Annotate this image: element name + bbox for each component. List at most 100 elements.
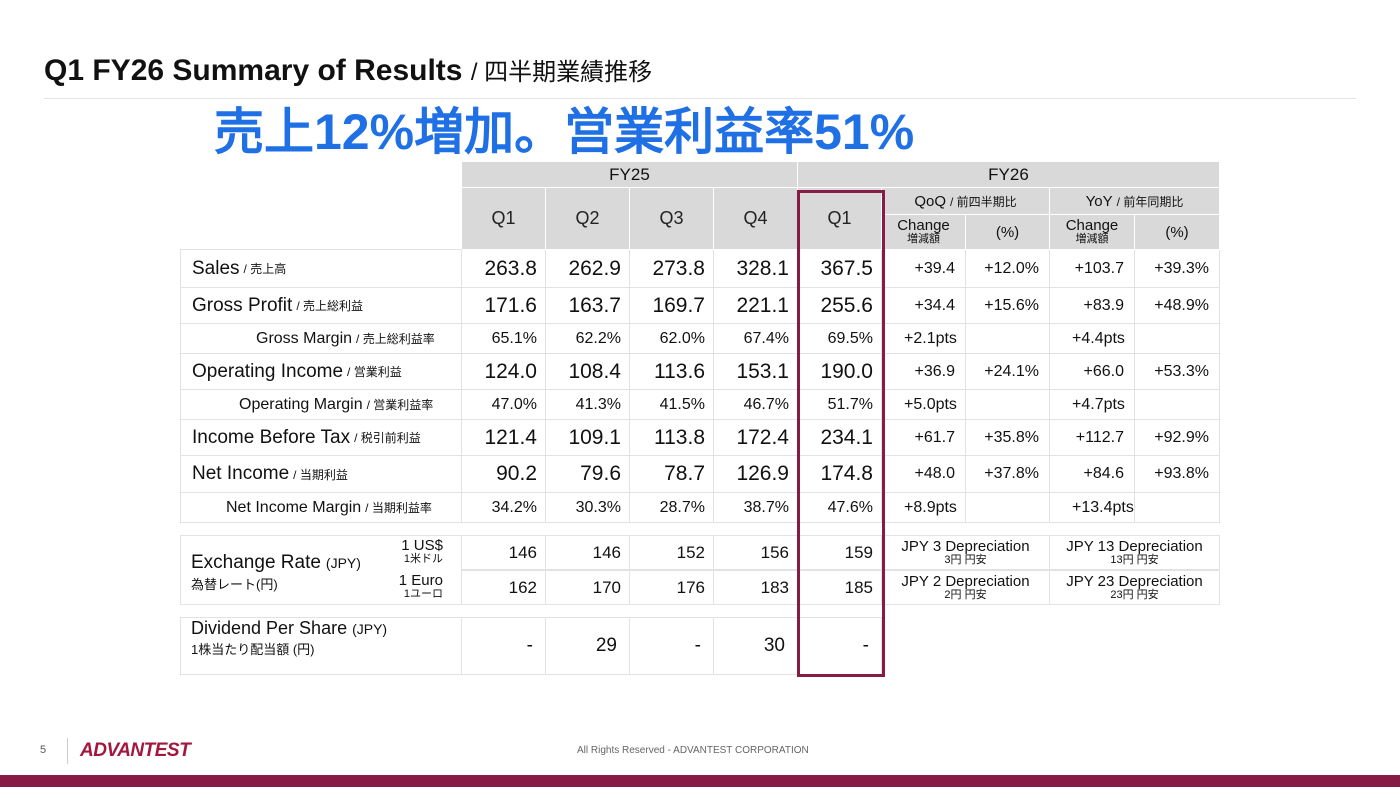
comparison-cell: +83.9 bbox=[1050, 288, 1135, 324]
depreciation: JPY 23 Depreciation bbox=[1066, 572, 1203, 590]
comparison-cell bbox=[1135, 324, 1220, 354]
change-header: Change 増減額 bbox=[882, 215, 966, 250]
comparison-cell: +39.3% bbox=[1135, 250, 1220, 288]
logo: ADVANTEST bbox=[80, 740, 191, 761]
depreciation-cell: JPY 13 Depreciation 13円 円安 bbox=[1050, 535, 1220, 570]
comparison-cell: +35.8% bbox=[966, 420, 1050, 456]
depreciation-cell: JPY 23 Depreciation 23円 円安 bbox=[1050, 570, 1220, 605]
value-cell: 62.2% bbox=[546, 324, 630, 354]
comparison-cell: +24.1% bbox=[966, 354, 1050, 390]
row-label-en: Net Income Margin bbox=[226, 498, 362, 516]
row-label: Gross Profit / 売上総利益 bbox=[180, 288, 462, 324]
rate-cell: 146 bbox=[462, 535, 546, 570]
comparison-cell: +93.8% bbox=[1135, 456, 1220, 493]
value-cell: 328.1 bbox=[714, 250, 798, 288]
value-cell: 46.7% bbox=[714, 390, 798, 420]
value-cell: 47.0% bbox=[462, 390, 546, 420]
comparison-header: QoQ / 前四半期比 bbox=[882, 188, 1050, 215]
value-cell: 90.2 bbox=[462, 456, 546, 493]
comparison-cell: +8.9pts bbox=[882, 493, 966, 523]
group-header: FY26 bbox=[798, 162, 1220, 188]
comparison-cell: +34.4 bbox=[882, 288, 966, 324]
comparison-cell: +2.1pts bbox=[882, 324, 966, 354]
dividend-label-en: Dividend Per Share bbox=[191, 618, 348, 638]
comparison-cell: +15.6% bbox=[966, 288, 1050, 324]
dividend-unit: (JPY) bbox=[352, 621, 388, 637]
row-label-en: Operating Margin bbox=[239, 395, 363, 413]
row-label-ja: / 税引前利益 bbox=[354, 431, 421, 445]
value-cell: 263.8 bbox=[462, 250, 546, 288]
value-cell: 124.0 bbox=[462, 354, 546, 390]
value-cell: 30.3% bbox=[546, 493, 630, 523]
value-cell: 41.3% bbox=[546, 390, 630, 420]
copyright: All Rights Reserved - ADVANTEST CORPORAT… bbox=[577, 745, 809, 756]
quarter-header: Q2 bbox=[546, 188, 630, 250]
q1-highlight bbox=[797, 190, 885, 677]
title-rule bbox=[44, 98, 1356, 99]
value-cell: 38.7% bbox=[714, 493, 798, 523]
value-cell: 273.8 bbox=[630, 250, 714, 288]
dividend-cell: 29 bbox=[546, 617, 630, 675]
value-cell: 78.7 bbox=[630, 456, 714, 493]
comparison-cell: +37.8% bbox=[966, 456, 1050, 493]
rate-cell: 170 bbox=[546, 570, 630, 605]
quarter-header: Q3 bbox=[630, 188, 714, 250]
comparison-cell: +84.6 bbox=[1050, 456, 1135, 493]
value-cell: 221.1 bbox=[714, 288, 798, 324]
footer-divider bbox=[67, 738, 68, 764]
value-cell: 62.0% bbox=[630, 324, 714, 354]
row-label: Gross Margin / 売上総利益率 bbox=[180, 324, 462, 354]
comparison-cell: +92.9% bbox=[1135, 420, 1220, 456]
comparison-cell: +66.0 bbox=[1050, 354, 1135, 390]
row-label-ja: / 売上総利益率 bbox=[356, 332, 435, 346]
comparison-label-ja: / 前四半期比 bbox=[950, 194, 1017, 209]
comparison-cell: +36.9 bbox=[882, 354, 966, 390]
row-label-ja: / 営業利益 bbox=[347, 365, 402, 379]
comparison-cell bbox=[966, 390, 1050, 420]
dividend-cell: 30 bbox=[714, 617, 798, 675]
comparison-cell bbox=[966, 493, 1050, 523]
label-header bbox=[180, 188, 462, 250]
row-label: Income Before Tax / 税引前利益 bbox=[180, 420, 462, 456]
value-cell: 126.9 bbox=[714, 456, 798, 493]
dividend-label-ja: 1株当たり配当額 (円) bbox=[191, 642, 315, 657]
value-cell: 79.6 bbox=[546, 456, 630, 493]
row-label-ja: / 当期利益 bbox=[293, 467, 348, 482]
dividend-label: Dividend Per Share (JPY) 1株当たり配当額 (円) bbox=[180, 617, 462, 675]
exchange-unit: (JPY) bbox=[325, 555, 361, 571]
value-cell: 108.4 bbox=[546, 354, 630, 390]
exchange-label-block: Exchange Rate (JPY) 為替レート(円) bbox=[191, 552, 361, 593]
comparison-label: QoQ bbox=[914, 192, 946, 210]
rate-cell: 156 bbox=[714, 535, 798, 570]
currency-ja: 1米ドル bbox=[403, 552, 443, 565]
comparison-header: YoY / 前年同期比 bbox=[1050, 188, 1220, 215]
dividend-label-line: Dividend Per Share (JPY) bbox=[191, 618, 387, 639]
dividend-cell: - bbox=[630, 617, 714, 675]
value-cell: 163.7 bbox=[546, 288, 630, 324]
quarter-header: Q4 bbox=[714, 188, 798, 250]
comparison-cell: +103.7 bbox=[1050, 250, 1135, 288]
value-cell: 190.0 bbox=[798, 354, 882, 390]
comparison-cell: +39.4 bbox=[882, 250, 966, 288]
comparison-cell: +4.7pts bbox=[1050, 390, 1135, 420]
rate-cell: 159 bbox=[798, 535, 882, 570]
depreciation-ja: 13円 円安 bbox=[1110, 553, 1159, 566]
row-label: Operating Margin / 営業利益率 bbox=[180, 390, 462, 420]
exchange-label-ja: 為替レート(円) bbox=[191, 577, 278, 592]
value-cell: 169.7 bbox=[630, 288, 714, 324]
rate-cell: 146 bbox=[546, 535, 630, 570]
row-label-en: Gross Margin bbox=[256, 329, 353, 347]
row-label: Operating Income / 営業利益 bbox=[180, 354, 462, 390]
row-label-en: Net Income bbox=[192, 463, 290, 484]
currency-label: 1 US$ 1米ドル bbox=[401, 538, 443, 565]
change-label: Change bbox=[897, 217, 950, 235]
comparison-cell: +4.4pts bbox=[1050, 324, 1135, 354]
value-cell: 109.1 bbox=[546, 420, 630, 456]
value-cell: 67.4% bbox=[714, 324, 798, 354]
depreciation: JPY 13 Depreciation bbox=[1066, 537, 1203, 555]
row-label: Net Income Margin / 当期利益率 bbox=[180, 493, 462, 523]
value-cell: 234.1 bbox=[798, 420, 882, 456]
depreciation-ja: 23円 円安 bbox=[1110, 588, 1159, 601]
